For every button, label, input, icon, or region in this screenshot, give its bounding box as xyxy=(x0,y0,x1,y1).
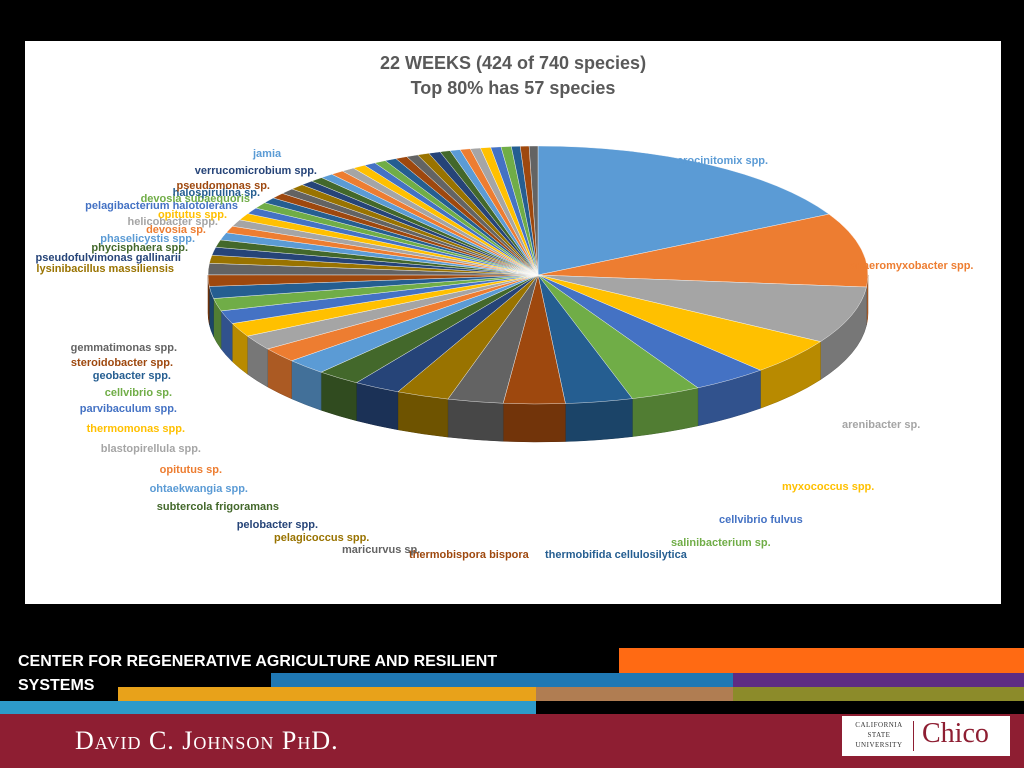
slice-label: geobacter spp. xyxy=(93,370,171,382)
center-name-line2: SYSTEMS xyxy=(18,677,95,694)
slice-label: halospirulina sp. xyxy=(173,187,260,199)
stripe-blue xyxy=(271,673,733,687)
chart-panel: 22 WEEKS (424 of 740 species) Top 80% ha… xyxy=(25,41,1001,604)
center-name-line1: CENTER FOR REGENERATIVE AGRICULTURE AND … xyxy=(18,653,498,670)
slice-label: jamia xyxy=(252,148,282,160)
slice-label: blastopirellula spp. xyxy=(101,443,201,455)
slice-label: ohtaekwangia spp. xyxy=(150,483,248,495)
slice-label: devosia subaequoris xyxy=(141,193,250,205)
slice-label: pseudofulvimonas gallinarii xyxy=(36,252,181,264)
slice-label: phycisphaera spp. xyxy=(91,242,188,254)
logo-line-3: UNIVERSITY xyxy=(855,741,903,749)
pie-slice-side xyxy=(447,398,504,442)
slice-label: helicobacter spp. xyxy=(128,216,218,228)
slice-label: phaselicystis spp. xyxy=(100,233,195,245)
slice-label: arenibacter sp. xyxy=(842,419,920,431)
slice-label: opitutus spp. xyxy=(158,209,227,221)
slice-label: cellvibrio sp. xyxy=(105,387,172,399)
stripe-tan xyxy=(536,687,733,701)
slice-label: pelagicoccus spp. xyxy=(274,532,369,544)
pie-slice-arenibacter-sp xyxy=(537,274,867,342)
slice-label: maricurvus sp. xyxy=(342,544,420,556)
pie-slice-side xyxy=(397,391,449,438)
slice-label: thermomonas spp. xyxy=(87,423,185,435)
slice-label: anaeromyxobacter spp. xyxy=(850,260,974,272)
slice-label: crocinitomix spp. xyxy=(677,155,768,167)
slice-label: steroidobacter spp. xyxy=(71,357,173,369)
slice-label: pelobacter spp. xyxy=(237,519,318,531)
chart-subtitle: Top 80% has 57 species xyxy=(410,78,616,98)
logo-line-1: CALIFORNIA xyxy=(855,721,903,729)
slice-label: cellvibrio fulvus xyxy=(719,514,803,526)
slice-label: parvibaculum spp. xyxy=(80,403,177,415)
stripe-orange xyxy=(619,648,1024,673)
slice-label: thermobispora bispora xyxy=(409,549,530,561)
pie-slice-crocinitomix-spp xyxy=(537,145,830,276)
slice-label: opitutus sp. xyxy=(160,464,222,476)
pie-slice-side xyxy=(565,398,633,442)
chart-title: 22 WEEKS (424 of 740 species) xyxy=(379,53,647,73)
logo-wordmark: Chico xyxy=(922,718,989,749)
slice-label: salinibacterium sp. xyxy=(671,537,771,549)
slice-label: verrucomicrobium spp. xyxy=(195,165,317,177)
university-logo: CALIFORNIA STATE UNIVERSITY Chico xyxy=(842,716,1010,756)
slice-label: myxococcus spp. xyxy=(782,481,874,493)
slice-label: gemmatimonas spp. xyxy=(71,342,177,354)
logo-line-2: STATE xyxy=(867,731,891,739)
pie-slice-anaeromyxobacter-spp xyxy=(537,213,869,288)
pie-slice-side xyxy=(502,403,566,443)
slice-label: subtercola frigoramans xyxy=(157,501,279,513)
stripe-gold xyxy=(118,687,536,701)
logo-text: CALIFORNIA STATE UNIVERSITY xyxy=(848,720,910,750)
slice-label: pelagibacterium halotolerans xyxy=(85,200,238,212)
slice-label: lysinibacillus massiliensis xyxy=(36,263,174,275)
author-name: David C. Johnson PhD. xyxy=(75,726,339,755)
pie-slice-dyadobacter-spp xyxy=(528,145,539,276)
stripe-purple xyxy=(733,673,1024,687)
stripe-cyan xyxy=(0,701,536,714)
slice-label: pseudomonas sp. xyxy=(176,180,270,192)
stripe-olive xyxy=(733,687,1024,701)
center-name: CENTER FOR REGENERATIVE AGRICULTURE AND … xyxy=(18,650,538,698)
slice-label: devosia sp. xyxy=(146,224,206,236)
pie-chart: crocinitomix spp. anaeromyxobacter spp. ar… xyxy=(36,145,974,561)
slice-label: thermobifida cellulosilytica xyxy=(545,549,688,561)
logo-divider xyxy=(913,721,914,751)
